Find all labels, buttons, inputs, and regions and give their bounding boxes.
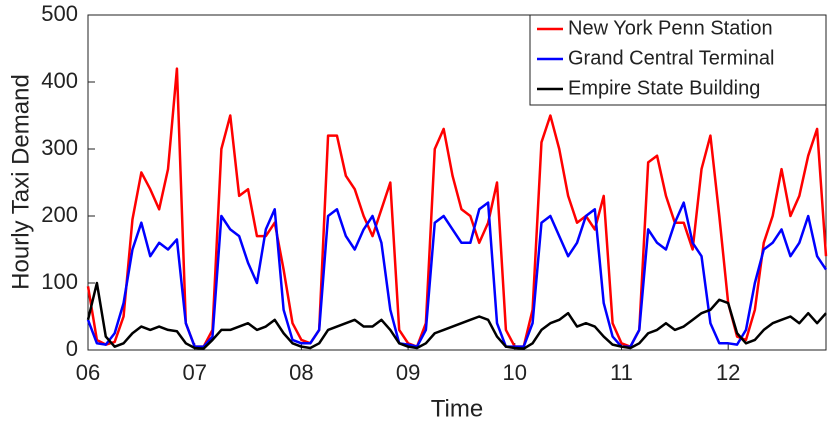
x-tick-label: 11: [610, 360, 633, 385]
y-tick-label: 300: [41, 135, 78, 160]
x-tick-label: 07: [182, 360, 206, 385]
legend-label: Empire State Building: [568, 77, 760, 99]
y-axis-label: Hourly Taxi Demand: [7, 74, 34, 290]
y-tick-label: 100: [41, 269, 78, 294]
y-tick-label: 200: [41, 202, 78, 227]
plot-area: [87, 14, 827, 351]
y-tick-label: 0: [66, 336, 78, 361]
legend-box: [529, 14, 827, 106]
x-tick-label: 09: [396, 360, 420, 385]
series-line: [86, 201, 828, 348]
x-tick-label: 06: [76, 360, 100, 385]
y-tick-label: 500: [41, 1, 78, 26]
series-line: [86, 281, 827, 350]
series-line: [86, 67, 828, 348]
legend-label: New York Penn Station: [568, 17, 773, 39]
y-tick-label: 400: [41, 68, 78, 93]
x-tick-label: 12: [716, 360, 740, 385]
x-tick-label: 08: [289, 360, 313, 385]
legend-label: Grand Central Terminal: [568, 47, 774, 69]
x-axis-label: Time: [431, 395, 483, 422]
x-tick-label: 10: [503, 360, 527, 385]
